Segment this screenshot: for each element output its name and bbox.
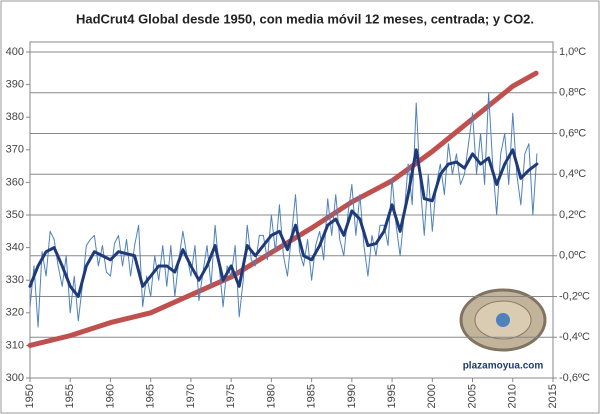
series-line: [29, 92, 538, 328]
chart-title: HadCrut4 Global desde 1950, con media mó…: [76, 11, 534, 26]
y-tick-label: 340: [6, 242, 24, 254]
x-tick-label: 2000: [426, 384, 438, 408]
y-tick-label: 400: [6, 46, 24, 58]
y2-tick-label: 0,0ºC: [559, 250, 586, 262]
x-tick-label: 1955: [64, 384, 76, 408]
x-tick-label: 1980: [265, 384, 277, 408]
y2-tick-label: -0,4ºC: [559, 331, 590, 343]
y2-tick-label: -0,6ºC: [559, 372, 590, 384]
watermark-logo: [459, 288, 547, 352]
y-tick-label: 300: [6, 372, 24, 384]
y2-tick-label: 0,4ºC: [559, 168, 586, 180]
series-line: [28, 148, 539, 298]
y2-tick-label: 1,0ºC: [559, 46, 586, 58]
x-tick-label: 2010: [507, 384, 519, 408]
y-tick-label: 320: [6, 307, 24, 319]
x-tick-label: 1960: [104, 384, 116, 408]
y2-tick-label: 0,6ºC: [559, 127, 586, 139]
y-tick-label: 310: [6, 339, 24, 351]
x-tick-label: 2005: [466, 384, 478, 408]
x-tick-label: 1950: [24, 384, 36, 408]
y-tick-label: 370: [6, 144, 24, 156]
y2-tick-label: 0,8ºC: [559, 87, 586, 99]
y2-tick-label: -0,2ºC: [559, 290, 590, 302]
x-tick-label: 1985: [306, 384, 318, 408]
y-tick-label: 390: [6, 79, 24, 91]
x-tick-label: 1995: [386, 384, 398, 408]
y2-tick-label: 0,2ºC: [559, 209, 586, 221]
y-tick-label: 350: [6, 209, 24, 221]
watermark-text: plazamoyua.com: [463, 361, 544, 372]
y-tick-label: 330: [6, 274, 24, 286]
x-tick-label: 1965: [145, 384, 157, 408]
y-tick-label: 380: [6, 111, 24, 123]
y-tick-label: 360: [6, 176, 24, 188]
x-tick-label: 1970: [185, 384, 197, 408]
x-tick-label: 2015: [547, 384, 559, 408]
x-tick-label: 1990: [346, 384, 358, 408]
x-tick-label: 1975: [225, 384, 237, 408]
